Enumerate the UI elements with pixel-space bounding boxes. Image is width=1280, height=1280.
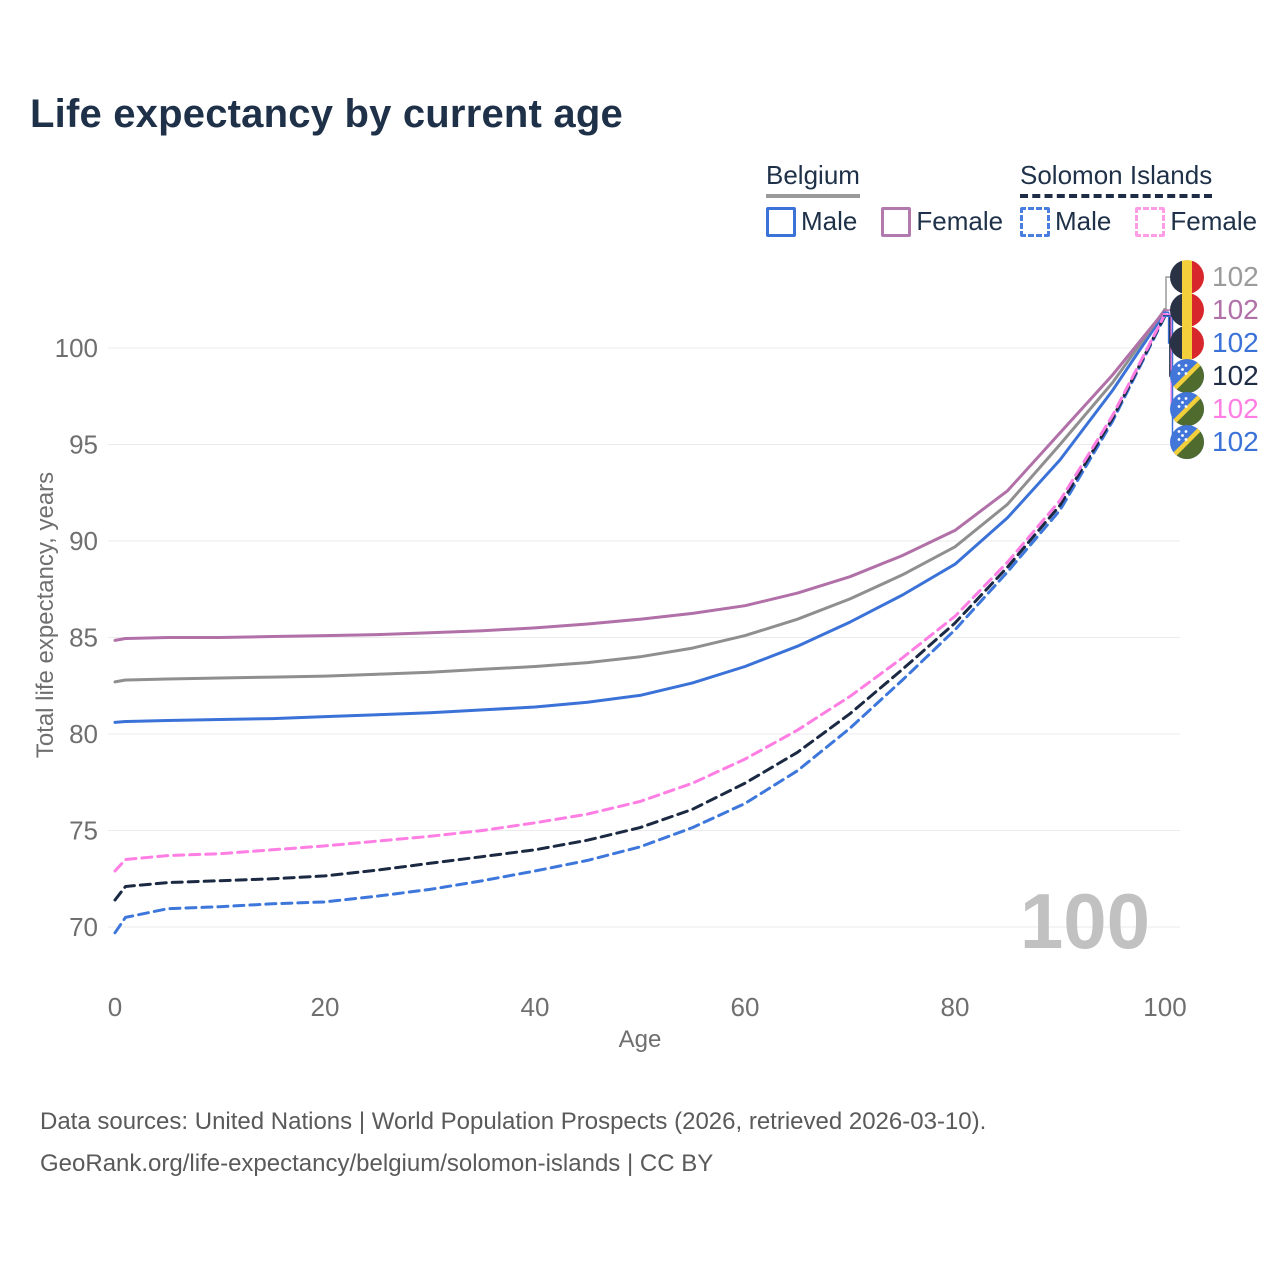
end-label-value: 102: [1212, 360, 1259, 391]
y-tick-90: 90: [69, 526, 98, 556]
x-axis-label: Age: [618, 1026, 662, 1053]
x-tick-0: 0: [108, 992, 122, 1022]
y-tick-95: 95: [69, 430, 98, 460]
y-tick-75: 75: [69, 816, 98, 846]
legend-group-solomon-islands: Solomon Islands Male Female: [1020, 160, 1257, 237]
legend-item-belgium-female[interactable]: Female: [881, 206, 1003, 237]
y-tick-70: 70: [69, 912, 98, 942]
y-tick-100: 100: [55, 333, 98, 363]
legend-title-belgium[interactable]: Belgium: [766, 160, 860, 198]
x-tick-80: 80: [941, 992, 970, 1022]
legend-checkbox-icon[interactable]: [1020, 206, 1050, 237]
legend-group-belgium: Belgium Male Female: [766, 160, 1003, 237]
x-tick-40: 40: [521, 992, 550, 1022]
end-label-row-belgium: 102: [1170, 260, 1259, 294]
series-line-belgium-male: [113, 310, 1167, 724]
legend-checkbox-icon[interactable]: [881, 206, 912, 237]
y-tick-80: 80: [69, 719, 98, 749]
legend-item-label: Male: [1055, 206, 1112, 236]
legend-item-belgium-male[interactable]: Male: [766, 206, 857, 237]
end-label-value: 102: [1212, 294, 1259, 325]
age-watermark: 100: [1020, 877, 1150, 965]
page-title: Life expectancy by current age: [30, 92, 623, 136]
legend-item-label: Female: [1170, 206, 1258, 236]
legend-items: Male Female: [766, 206, 1003, 237]
end-label-row-solomon-islands: 102: [1170, 359, 1259, 393]
end-label-row-solomon-islands-female: 102: [1170, 392, 1259, 426]
series-line-solomon-islands-male: [113, 314, 1167, 935]
legend-checkbox-icon[interactable]: [1135, 206, 1166, 237]
y-axis-label: Total life expectancy, years: [32, 471, 59, 759]
y-tick-85: 85: [69, 623, 98, 653]
solomon-islands-flag-icon: [1170, 392, 1204, 426]
end-label-value: 102: [1212, 426, 1259, 457]
belgium-flag-icon: [1170, 326, 1204, 360]
legend-item-solomon-islands-male[interactable]: Male: [1020, 206, 1111, 237]
end-label-row-belgium-female: 102: [1170, 293, 1259, 327]
legend-items: Male Female: [1020, 206, 1257, 237]
solomon-islands-flag-icon: [1170, 425, 1204, 459]
end-label-value: 102: [1212, 327, 1259, 358]
end-label-value: 102: [1212, 261, 1259, 292]
legend-checkbox-icon[interactable]: [766, 206, 796, 237]
x-tick-60: 60: [731, 992, 760, 1022]
footer-source-line: Data sources: United Nations | World Pop…: [40, 1108, 987, 1135]
x-tick-20: 20: [311, 992, 340, 1022]
legend-title-solomon-islands[interactable]: Solomon Islands: [1020, 160, 1213, 198]
series-line-solomon-islands: [113, 313, 1167, 902]
end-label-row-belgium-male: 102: [1170, 326, 1259, 360]
end-label-row-solomon-islands-male: 102: [1170, 425, 1259, 459]
series-line-belgium-female: [113, 308, 1167, 642]
legend-item-label: Female: [916, 206, 1004, 236]
belgium-flag-icon: [1170, 260, 1204, 294]
legend-item-solomon-islands-female[interactable]: Female: [1135, 206, 1257, 237]
series-line-solomon-islands-female: [113, 312, 1167, 873]
solomon-islands-flag-icon: [1170, 359, 1204, 393]
footer-url-line: GeoRank.org/life-expectancy/belgium/solo…: [40, 1150, 714, 1177]
belgium-flag-icon: [1170, 293, 1204, 327]
x-tick-100: 100: [1143, 992, 1186, 1022]
legend-item-label: Male: [801, 206, 858, 236]
end-label-value: 102: [1212, 393, 1259, 424]
series-line-belgium: [113, 307, 1167, 684]
leader-line-belgium: [1163, 276, 1171, 311]
